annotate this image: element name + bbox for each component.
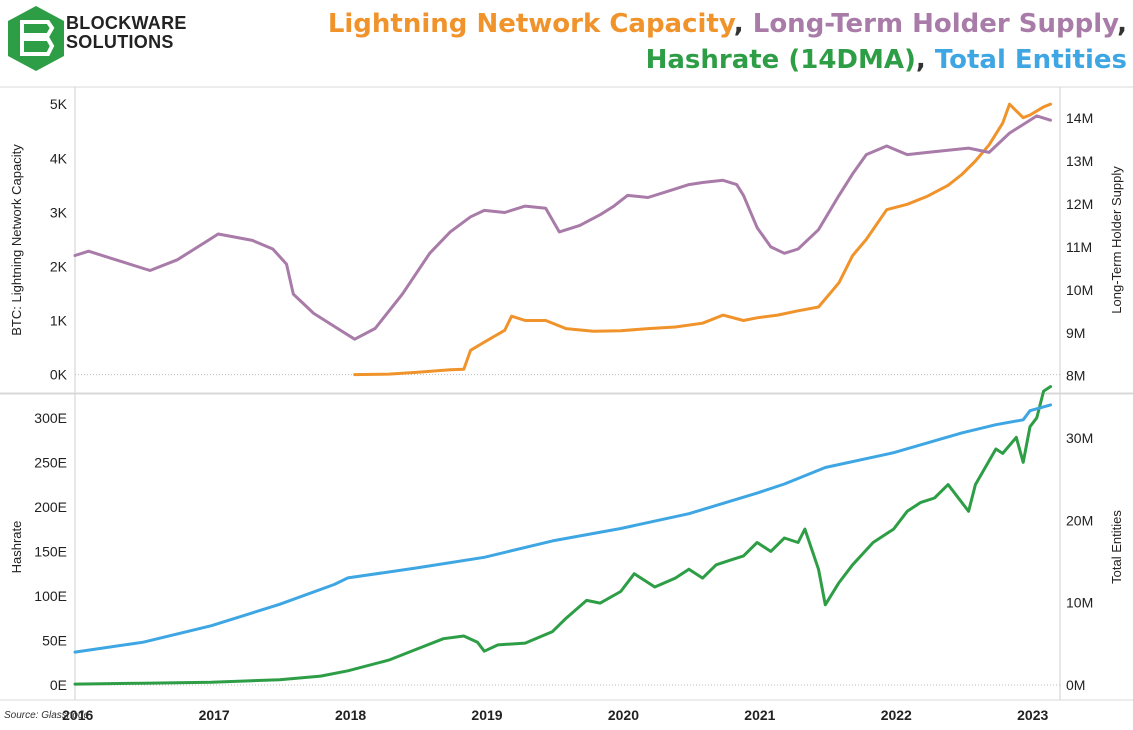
title-line-2: Hashrate (14DMA), Total Entities xyxy=(328,42,1127,78)
right-tick-label: 11M xyxy=(1066,239,1092,255)
right-axis-title: Long-Term Holder Supply xyxy=(1109,166,1124,314)
x-tick-label: 2022 xyxy=(881,707,912,723)
x-tick-label: 2017 xyxy=(199,707,230,723)
title-entities: Total Entities xyxy=(934,45,1127,75)
title-line-1: Lightning Network Capacity, Long-Term Ho… xyxy=(328,6,1127,42)
right-tick-label: 0M xyxy=(1066,677,1085,693)
left-tick-label: 100E xyxy=(34,588,67,604)
title-sep-1: , xyxy=(733,9,744,39)
x-tick-label: 2020 xyxy=(608,707,639,723)
right-tick-label: 8M xyxy=(1066,368,1085,384)
chart-title: Lightning Network Capacity, Long-Term Ho… xyxy=(328,6,1127,78)
x-tick-label: 2018 xyxy=(335,707,366,723)
left-tick-label: 300E xyxy=(34,410,67,426)
right-axis-title: Total Entities xyxy=(1109,510,1124,584)
panel-bottom: 0E 50E 100E 150E 200E 250E 300E 0M 10M 20M 30M Hash… xyxy=(0,385,1133,723)
right-tick-label: 12M xyxy=(1066,196,1093,212)
x-tick-label: 2016 xyxy=(62,707,93,723)
x-tick-label: 2023 xyxy=(1017,707,1048,723)
right-tick-label: 10M xyxy=(1066,595,1093,611)
series-line-lightning-network-capacity xyxy=(353,102,1052,377)
brand-line-2: SOLUTIONS xyxy=(66,32,174,52)
panel-top: 0K 1K 2K 3K 4K 5K 8M 9M 10M 11M 12M 13M 14M BTC: Ligh… xyxy=(0,86,1133,394)
left-axis-title: BTC: Lightning Network Capacity xyxy=(9,144,24,336)
right-tick-label: 9M xyxy=(1066,325,1085,341)
right-tick-label: 13M xyxy=(1066,153,1093,169)
title-sep-2: , xyxy=(1117,9,1127,39)
series-line-long-term-holder-supply xyxy=(73,114,1052,341)
series-line-total-entities xyxy=(73,403,1052,654)
brand-name: BLOCKWARE SOLUTIONS xyxy=(66,14,187,52)
left-tick-label: 5K xyxy=(50,96,68,112)
left-tick-label: 4K xyxy=(50,150,68,166)
left-tick-label: 2K xyxy=(50,258,68,274)
right-tick-label: 10M xyxy=(1066,282,1093,298)
title-hashrate: Hashrate (14DMA) xyxy=(645,45,916,75)
right-tick-label: 20M xyxy=(1066,512,1093,528)
blockware-logo-icon xyxy=(8,6,64,71)
left-tick-label: 250E xyxy=(34,454,67,470)
left-tick-label: 1K xyxy=(50,313,68,329)
title-lth: Long-Term Holder Supply xyxy=(752,9,1118,39)
left-tick-label: 0E xyxy=(50,677,67,693)
brand-line-1: BLOCKWARE xyxy=(66,13,187,33)
left-tick-label: 50E xyxy=(42,632,67,648)
right-tick-label: 30M xyxy=(1066,430,1093,446)
series-line-hashrate-14dma xyxy=(73,385,1052,686)
x-tick-label: 2021 xyxy=(744,707,775,723)
title-lightning: Lightning Network Capacity xyxy=(327,9,734,39)
x-tick-label: 2019 xyxy=(471,707,502,723)
right-tick-label: 14M xyxy=(1066,110,1093,126)
left-tick-label: 3K xyxy=(50,204,68,220)
left-axis-title: Hashrate xyxy=(9,521,24,574)
logo xyxy=(8,6,64,71)
left-tick-label: 200E xyxy=(34,499,67,515)
left-tick-label: 150E xyxy=(34,543,67,559)
source-note: Source: Glassnode xyxy=(4,710,90,721)
left-tick-label: 0K xyxy=(50,367,68,383)
title-sep-3: , xyxy=(915,45,926,75)
